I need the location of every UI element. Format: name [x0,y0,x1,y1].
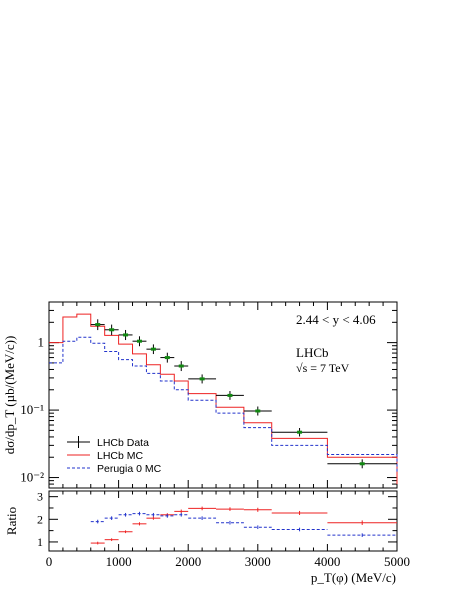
data-point-marker [178,364,184,368]
data-point-marker [359,462,365,466]
x-tick-label: 5000 [384,554,410,569]
top-y-tick-label: 1 [38,335,45,350]
top-mc-histograms [49,313,398,485]
top-y-tick-label: 10⁻¹ [20,402,44,417]
data-point-marker [123,333,129,337]
data-point-marker [227,393,233,397]
x-tick-label: 4000 [314,554,340,569]
x-tick-label: 3000 [245,554,271,569]
rapidity-annotation: 2.44 < y < 4.06 [296,312,376,327]
legend-entry-lhcb-data: LHCb Data [67,436,149,449]
top-axis-ticks: 1 10⁻¹ 10⁻² [20,301,398,489]
top-panel-frame [48,301,398,489]
experiment-annotation: LHCb [296,345,329,360]
data-point-marker [297,430,303,434]
top-y-tick-label: 10⁻² [20,470,44,485]
data-point-marker [150,347,156,351]
data-point-marker [95,323,101,327]
legend-entry-lhcb-mc: LHCb MC [67,450,144,462]
legend-label-lhcb-data: LHCb Data [97,437,149,449]
ratio-y-axis-label: Ratio [4,507,19,535]
legend-label-perugia: Perugia 0 MC [97,463,162,475]
data-point-marker [199,377,205,381]
top-panel: 1 10⁻¹ 10⁻² dσ/dp_T (µb/(MeV/c)) 2.44 < y … [2,301,398,489]
x-axis-label: p_T(φ) (MeV/c) [311,570,396,585]
lhcb-mc-histogram [49,313,398,485]
top-data-points [90,319,397,469]
data-point-marker [109,328,115,332]
ratio-y-tick-label: 2 [37,512,43,526]
legend-label-lhcb-mc: LHCb MC [97,450,144,462]
ratio-axis-ticks: 0 1000 2000 3000 4000 5000 1 2 3 [37,490,410,569]
legend: LHCb Data LHCb MC Perugia 0 MC [67,436,162,475]
energy-annotation: √s = 7 TeV [296,361,350,375]
ratio-y-tick-label: 3 [37,490,43,504]
ratio-series [90,506,397,545]
perugia-mc-histogram [49,336,398,473]
x-tick-label: 1000 [106,554,132,569]
ratio-y-tick-label: 1 [37,535,43,549]
data-point-marker [136,339,142,343]
data-point-marker [164,356,170,360]
x-tick-label: 0 [46,554,53,569]
x-tick-label: 2000 [175,554,201,569]
data-point-marker [255,409,261,413]
ratio-panel: 0 1000 2000 3000 4000 5000 1 2 3 Ratio p_T(φ) (M… [4,490,410,585]
ratio-panel-frame [48,490,398,552]
top-y-axis-label: dσ/dp_T (µb/(MeV/c)) [2,336,17,455]
legend-entry-perugia: Perugia 0 MC [67,463,162,475]
